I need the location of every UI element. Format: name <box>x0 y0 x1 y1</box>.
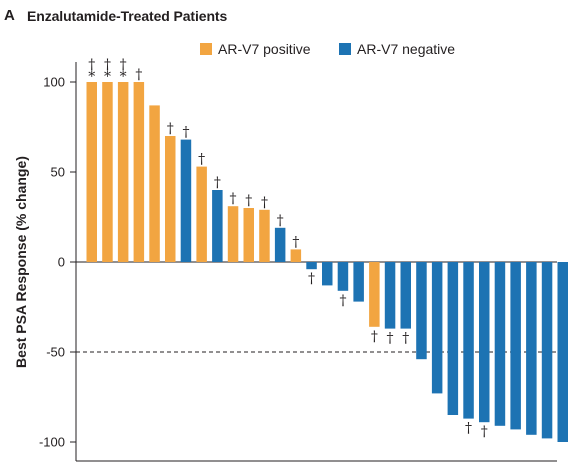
dagger-mark: † <box>292 234 299 250</box>
y-ticks: -100 -50 0 50 100 <box>39 75 76 450</box>
dagger-mark: † <box>104 57 111 73</box>
bar-negative <box>526 262 537 435</box>
dagger-mark: † <box>387 331 394 347</box>
dagger-mark: † <box>245 193 252 209</box>
bar-negative <box>494 262 506 426</box>
bar-negative <box>337 262 349 291</box>
dagger-mark: † <box>135 67 142 83</box>
dagger-mark: † <box>198 152 205 168</box>
bar-negative <box>431 262 443 394</box>
bar-negative <box>353 262 364 302</box>
dagger-mark: † <box>339 293 346 309</box>
dagger-mark: † <box>261 195 268 211</box>
bar-negative <box>541 262 553 439</box>
y-tick-label: -50 <box>46 345 65 360</box>
bar-negative <box>557 262 568 442</box>
footnote-marks: *†*†*††† †††† † †††††† † †† † <box>88 57 488 440</box>
bar-negative <box>463 262 474 419</box>
asterisk-mark: * <box>104 69 111 85</box>
bar-negative <box>180 139 192 262</box>
bar-positive <box>290 249 302 262</box>
bar-negative <box>510 262 521 430</box>
dagger-mark: † <box>167 121 174 137</box>
bar-negative <box>306 262 317 270</box>
bar-negative <box>212 190 223 262</box>
y-tick-label: 50 <box>51 165 65 180</box>
bar-negative <box>400 262 411 329</box>
bar-positive <box>196 166 207 262</box>
bar-negative <box>479 262 490 423</box>
dagger-mark: † <box>88 57 95 73</box>
bar-negative <box>274 227 286 262</box>
bar-positive <box>165 136 176 262</box>
dagger-mark: † <box>402 331 409 347</box>
legend-label-positive: AR-V7 positive <box>218 41 311 57</box>
legend-label-negative: AR-V7 negative <box>357 41 455 57</box>
bars <box>86 82 568 442</box>
dagger-mark: † <box>182 125 189 141</box>
legend-swatch-positive <box>200 43 212 55</box>
y-tick-label: 100 <box>43 75 65 90</box>
dagger-mark: † <box>120 57 127 73</box>
dagger-mark: † <box>230 191 237 207</box>
dagger-mark: † <box>371 329 378 345</box>
dagger-mark: † <box>214 175 221 191</box>
panel-letter: A <box>4 7 15 24</box>
dagger-mark: † <box>277 213 284 229</box>
bar-positive <box>227 206 239 262</box>
asterisk-mark: * <box>88 69 95 85</box>
asterisk-mark: * <box>120 69 127 85</box>
chart-title: Enzalutamide-Treated Patients <box>27 8 228 24</box>
bar-positive <box>133 82 145 262</box>
bar-negative <box>384 262 396 329</box>
bar-positive <box>86 82 97 262</box>
bar-positive <box>117 82 129 262</box>
bar-negative <box>416 262 427 360</box>
y-tick-label: -100 <box>39 435 65 450</box>
bar-positive <box>259 209 270 262</box>
legend-swatch-negative <box>339 43 351 55</box>
bar-positive <box>102 82 113 262</box>
bar-positive <box>243 208 254 262</box>
dagger-mark: † <box>308 271 315 287</box>
legend: AR-V7 positive AR-V7 negative <box>200 41 455 57</box>
dagger-mark: † <box>481 424 488 440</box>
y-axis-label: Best PSA Response (% change) <box>13 156 29 368</box>
bar-positive <box>369 262 380 327</box>
y-tick-label: 0 <box>58 255 65 270</box>
dagger-mark: † <box>465 421 472 437</box>
bar-negative <box>447 262 459 415</box>
bar-positive <box>149 105 160 263</box>
bar-negative <box>322 262 333 286</box>
